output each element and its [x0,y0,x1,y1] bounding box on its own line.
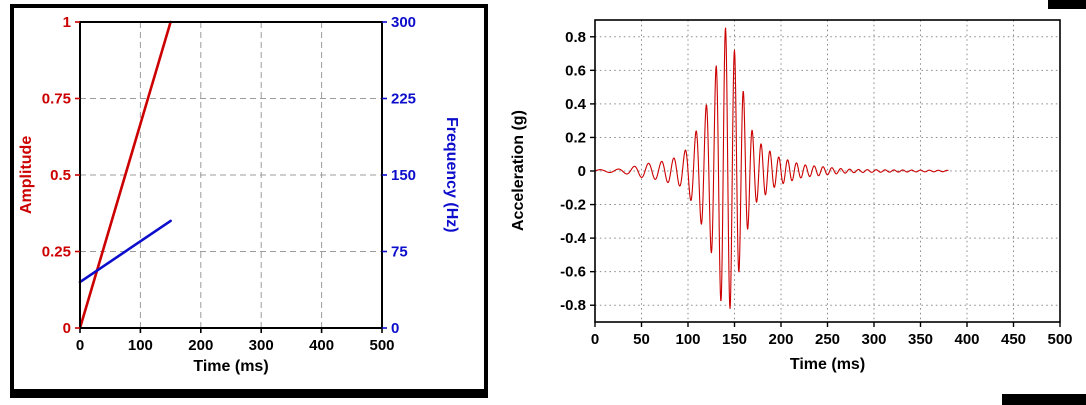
black-corner-artifact-bottom-right [1002,394,1086,405]
svg-text:0: 0 [76,337,84,354]
svg-text:500: 500 [369,337,394,354]
acceleration-axis-title: Acceleration (g) [510,110,527,232]
svg-text:250: 250 [815,331,840,348]
svg-text:100: 100 [128,337,153,354]
amplitude-axis-title: Amplitude [18,135,35,215]
time-axis-title-left-chart: Time (ms) [193,358,269,375]
svg-text:0: 0 [63,320,71,337]
svg-text:200: 200 [188,337,213,354]
svg-text:0.2: 0.2 [565,129,586,146]
svg-text:0.4: 0.4 [565,96,587,113]
sweep-parameters-chart-panel: 0 100 200 300 400 500 0 0.25 0.5 0.75 1 0 75 150 225 30… [10,4,488,398]
svg-text:0: 0 [591,331,599,348]
svg-text:-0.4: -0.4 [560,230,587,247]
svg-text:400: 400 [309,337,334,354]
svg-text:0: 0 [578,163,586,180]
time-axis-title-right-chart: Time (ms) [789,356,866,373]
svg-text:0.6: 0.6 [565,62,586,79]
black-corner-artifact-top-right [1048,0,1086,9]
frequency-axis-title: Frequency (Hz) [443,117,460,233]
svg-text:75: 75 [391,244,408,261]
svg-text:200: 200 [768,331,793,348]
svg-text:300: 300 [249,337,274,354]
svg-text:225: 225 [391,91,416,108]
svg-text:500: 500 [1047,331,1072,348]
svg-text:150: 150 [391,167,416,184]
svg-text:-0.8: -0.8 [560,297,586,314]
svg-text:1: 1 [63,14,71,31]
svg-text:450: 450 [1001,331,1026,348]
svg-text:0: 0 [391,320,399,337]
svg-text:350: 350 [908,331,933,348]
svg-text:300: 300 [391,14,416,31]
svg-text:0.8: 0.8 [565,29,586,46]
svg-text:400: 400 [954,331,979,348]
svg-text:100: 100 [675,331,700,348]
sweep-parameters-chart: 0 100 200 300 400 50000.250.50.75107515022530… [42,14,416,354]
acceleration-chart-panel: 0 50 100 150 200 250 300 350 400 450 500 0.8 0.6 0.4 0… [500,0,1086,405]
svg-text:0.75: 0.75 [42,91,71,108]
svg-text:-0.2: -0.2 [560,197,586,214]
svg-text:50: 50 [633,331,650,348]
svg-text:0.5: 0.5 [50,167,71,184]
svg-text:150: 150 [722,331,747,348]
svg-text:300: 300 [861,331,886,348]
acceleration-waveform-chart: 0 50 100 150 200 250 300 350 400 450 500 0.8 0.6 0.4 0… [560,19,1073,348]
svg-text:-0.6: -0.6 [560,264,586,281]
svg-text:0.25: 0.25 [42,244,71,261]
